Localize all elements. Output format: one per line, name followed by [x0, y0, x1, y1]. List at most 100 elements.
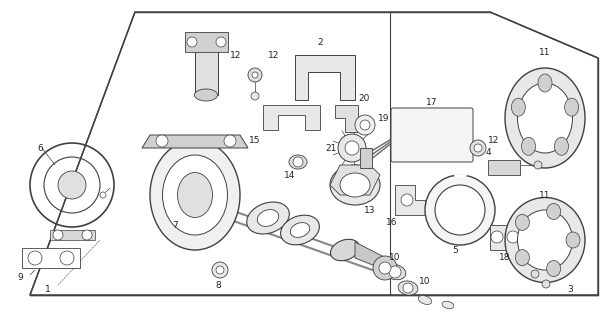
Circle shape: [187, 37, 197, 47]
Ellipse shape: [257, 210, 279, 227]
Circle shape: [470, 140, 486, 156]
Ellipse shape: [515, 250, 529, 266]
Circle shape: [474, 144, 482, 152]
Text: 7: 7: [172, 220, 178, 229]
Text: 10: 10: [419, 277, 431, 286]
Circle shape: [60, 251, 74, 265]
Text: 1: 1: [45, 285, 51, 294]
Text: 19: 19: [378, 114, 390, 123]
Polygon shape: [360, 148, 372, 168]
Polygon shape: [142, 135, 248, 148]
Ellipse shape: [538, 74, 552, 92]
Ellipse shape: [517, 83, 573, 153]
Ellipse shape: [505, 68, 585, 168]
Polygon shape: [195, 45, 218, 95]
Ellipse shape: [330, 165, 380, 205]
Circle shape: [216, 37, 226, 47]
Text: 18: 18: [499, 253, 511, 262]
Circle shape: [389, 266, 401, 278]
Circle shape: [534, 161, 542, 169]
Polygon shape: [488, 160, 520, 175]
Ellipse shape: [522, 137, 536, 155]
Ellipse shape: [178, 172, 212, 218]
Polygon shape: [395, 185, 425, 215]
Text: 15: 15: [249, 135, 260, 145]
Circle shape: [401, 194, 413, 206]
Text: 3: 3: [567, 285, 573, 294]
Polygon shape: [22, 248, 80, 268]
Ellipse shape: [150, 140, 240, 250]
Polygon shape: [30, 12, 598, 295]
Ellipse shape: [547, 204, 561, 220]
Text: 12: 12: [230, 51, 242, 60]
Text: 20: 20: [358, 93, 370, 102]
Circle shape: [531, 270, 539, 278]
Ellipse shape: [554, 137, 569, 155]
Text: 12: 12: [488, 135, 500, 145]
Text: 14: 14: [284, 171, 296, 180]
Ellipse shape: [505, 197, 585, 283]
Polygon shape: [263, 105, 320, 130]
Circle shape: [58, 171, 86, 199]
Polygon shape: [50, 230, 95, 240]
Circle shape: [435, 185, 485, 235]
Circle shape: [355, 115, 375, 135]
Ellipse shape: [290, 223, 310, 237]
Text: 8: 8: [215, 281, 221, 290]
Circle shape: [53, 230, 63, 240]
Text: 11: 11: [539, 190, 551, 199]
Circle shape: [507, 231, 519, 243]
Circle shape: [425, 175, 495, 245]
Circle shape: [379, 262, 391, 274]
Text: 2: 2: [317, 37, 323, 46]
Circle shape: [338, 134, 366, 162]
Text: 12: 12: [268, 51, 279, 60]
Ellipse shape: [517, 210, 573, 270]
Circle shape: [156, 135, 168, 147]
Circle shape: [212, 262, 228, 278]
Circle shape: [542, 280, 550, 288]
Ellipse shape: [565, 98, 579, 116]
Text: 10: 10: [389, 253, 401, 262]
Circle shape: [216, 266, 224, 274]
Ellipse shape: [547, 260, 561, 276]
Polygon shape: [185, 32, 228, 52]
Ellipse shape: [331, 239, 359, 261]
Ellipse shape: [195, 89, 218, 101]
Text: 6: 6: [37, 143, 43, 153]
Ellipse shape: [162, 155, 228, 235]
Ellipse shape: [289, 155, 307, 169]
Polygon shape: [490, 225, 520, 250]
Text: 9: 9: [17, 274, 23, 283]
Ellipse shape: [398, 281, 418, 295]
Circle shape: [403, 283, 413, 293]
Circle shape: [345, 141, 359, 155]
Text: 11: 11: [539, 47, 551, 57]
Ellipse shape: [442, 301, 454, 309]
Ellipse shape: [281, 215, 320, 245]
Circle shape: [224, 135, 236, 147]
Ellipse shape: [418, 296, 432, 304]
Circle shape: [82, 230, 92, 240]
Polygon shape: [335, 105, 358, 132]
Ellipse shape: [515, 214, 529, 230]
Polygon shape: [355, 242, 390, 272]
Circle shape: [293, 157, 303, 167]
Ellipse shape: [246, 202, 289, 234]
Ellipse shape: [566, 232, 580, 248]
Text: 16: 16: [386, 218, 398, 227]
Circle shape: [251, 92, 259, 100]
Circle shape: [373, 256, 397, 280]
Circle shape: [491, 231, 503, 243]
Ellipse shape: [195, 39, 218, 51]
Circle shape: [248, 68, 262, 82]
Text: 17: 17: [426, 98, 438, 107]
FancyBboxPatch shape: [391, 108, 473, 162]
Text: 21: 21: [326, 143, 337, 153]
Circle shape: [360, 120, 370, 130]
Text: 5: 5: [452, 245, 458, 254]
Circle shape: [252, 72, 258, 78]
Text: 4: 4: [485, 148, 491, 156]
Ellipse shape: [511, 98, 525, 116]
Circle shape: [28, 251, 42, 265]
